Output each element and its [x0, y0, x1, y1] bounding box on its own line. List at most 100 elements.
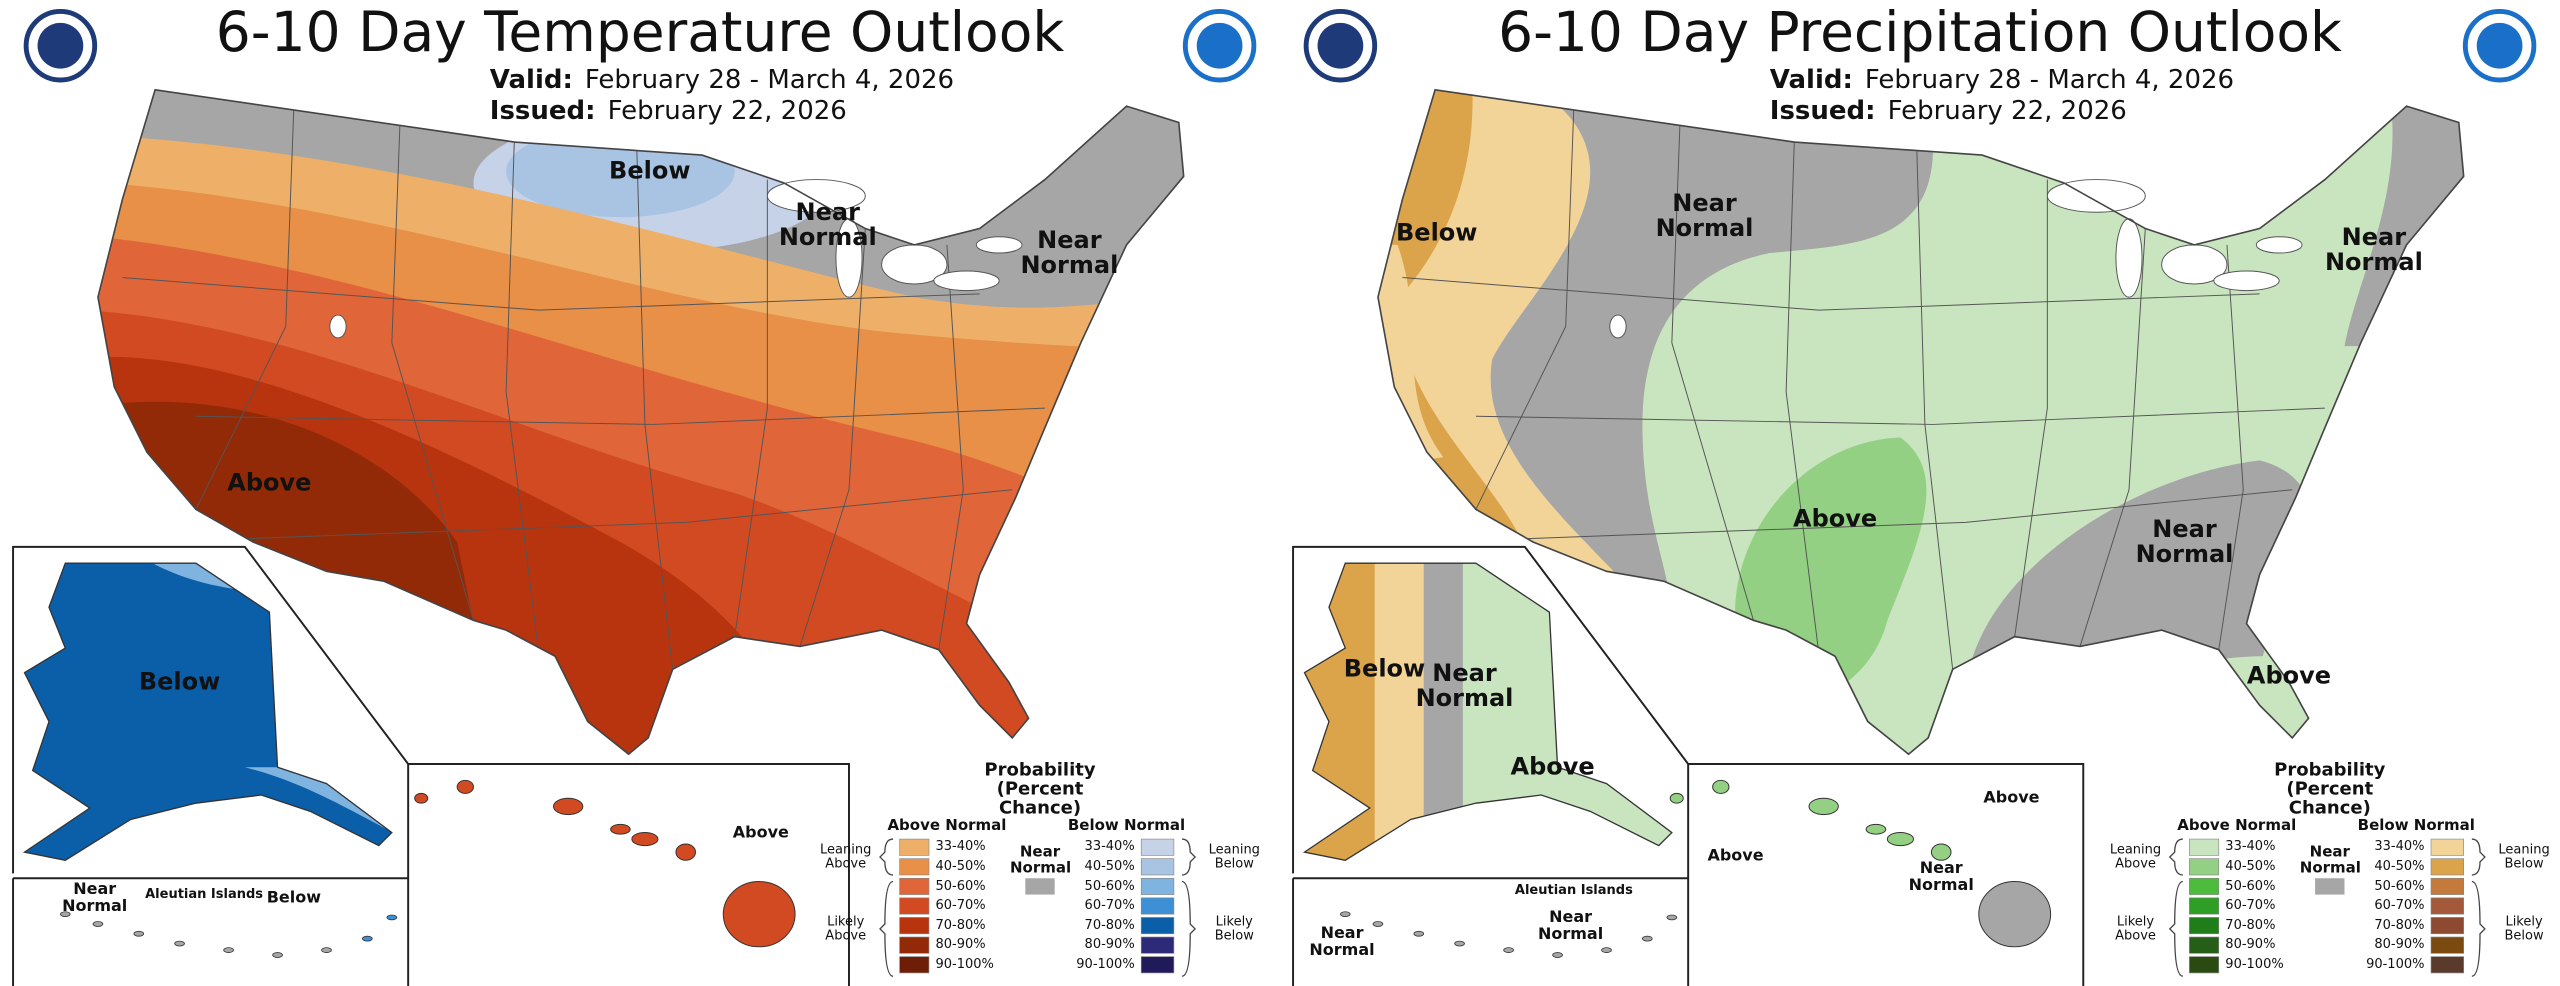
legend-swatch — [2430, 956, 2464, 974]
legend-heading: Above Normal — [887, 816, 1007, 835]
lake — [2255, 236, 2303, 254]
legend-label: 40-50% — [935, 859, 986, 875]
legend-swatch — [2315, 878, 2345, 895]
legend-label: 60-70% — [2225, 898, 2276, 914]
hawaii-island — [1930, 843, 1952, 861]
aleutian-island — [133, 930, 145, 937]
state-line — [122, 277, 980, 311]
legend-label: 90-100% — [2366, 957, 2425, 973]
alaska-outline — [22, 562, 393, 861]
legend-swatch — [1140, 897, 1175, 915]
alaska-label: Above — [1510, 752, 1595, 781]
legend-label: 80-90% — [2225, 937, 2276, 953]
state-line — [1671, 122, 1754, 621]
precipitation-map — [1292, 8, 2537, 986]
legend-label: 70-80% — [2374, 917, 2425, 933]
lake — [2115, 218, 2143, 298]
legend-bracket — [879, 838, 894, 876]
title: 6-10 Day Temperature Outlook — [215, 0, 1065, 64]
issued-label: Issued: — [489, 96, 596, 127]
title: 6-10 Day Precipitation Outlook — [1498, 0, 2342, 64]
legend-bracket — [2471, 838, 2486, 876]
legend-swatch — [1140, 838, 1175, 856]
legend-title: Probability (Percent Chance) — [2274, 759, 2386, 819]
legend-title: Probability (Percent Chance) — [984, 759, 1096, 819]
aleutian-label: Near Normal — [1309, 923, 1375, 960]
legend-label: 33-40% — [2374, 839, 2425, 855]
alaska — [24, 563, 392, 861]
map-label: Below — [1396, 218, 1478, 247]
state-line — [1475, 407, 2325, 425]
legend-swatch — [1140, 936, 1175, 954]
hawaii-island — [552, 797, 584, 816]
alaska-outline — [1302, 562, 1673, 861]
legend-label: 40-50% — [2225, 859, 2276, 875]
lake — [2213, 270, 2280, 292]
legend-label: 80-90% — [1084, 937, 1135, 953]
valid-label: Valid: — [489, 65, 573, 95]
legend-label: 33-40% — [935, 839, 986, 855]
lake — [329, 314, 347, 339]
legend-bracket — [879, 880, 894, 977]
hawaii-island — [675, 843, 697, 861]
state-line — [1402, 277, 2260, 311]
state-line — [391, 122, 474, 621]
aleutian-island — [1503, 947, 1514, 953]
state-line — [2079, 228, 2146, 647]
hawaii-label: Near Normal — [1908, 857, 1974, 894]
map-label: Above — [227, 468, 312, 497]
legend-group: Likely Above — [825, 914, 867, 943]
valid-date: February 28 - March 4, 2026 — [584, 65, 955, 95]
legend-swatch — [2189, 838, 2220, 856]
outlook-region — [1377, 89, 1659, 621]
legend-swatch — [2189, 936, 2220, 954]
hawaii-island — [1808, 797, 1839, 816]
legend-swatch — [2189, 956, 2220, 974]
outlook-region — [1304, 563, 1375, 861]
legend-label: 33-40% — [2225, 839, 2276, 855]
aleutian-island — [92, 921, 104, 927]
conus-outline — [1377, 88, 2465, 756]
aleutian-island — [1666, 914, 1678, 921]
legend-label: 80-90% — [935, 937, 986, 953]
hawaii-label: Above — [1707, 845, 1764, 865]
legend-label: 90-100% — [2225, 957, 2284, 973]
state-line — [195, 106, 295, 510]
hawaii-island — [610, 823, 631, 835]
legend-label: 70-80% — [1084, 917, 1135, 933]
temperature-panel: 6-10 Day Temperature Outlook Valid: Februa… — [12, 0, 1260, 986]
aleutian-island — [223, 947, 234, 953]
legend-group: Leaning Above — [820, 842, 872, 872]
legend-group: Likely Below — [1214, 914, 1254, 943]
hawaii-island — [722, 881, 796, 948]
legend-swatch — [2430, 877, 2464, 895]
map-label: Near Normal — [778, 198, 877, 252]
legend-label: 70-80% — [2225, 917, 2276, 933]
lake — [2046, 179, 2146, 213]
seal-center — [2476, 22, 2523, 69]
legend-bracket — [2168, 880, 2184, 977]
aleutian-island — [1642, 935, 1653, 942]
state-line — [2014, 179, 2048, 637]
state-line — [734, 179, 768, 637]
legend-group: Leaning Below — [2498, 842, 2550, 872]
legend-group: Leaning Below — [1208, 842, 1260, 872]
legend-label: 90-100% — [935, 957, 994, 973]
legend-swatch — [1140, 877, 1175, 895]
aleutian-island — [1552, 952, 1563, 958]
aleutian-island — [1340, 911, 1351, 918]
inset-frame — [1292, 545, 2085, 986]
legend-label: 90-100% — [1076, 957, 1135, 973]
issued-line: Issued: February 22, 2026 — [490, 96, 847, 126]
alaska-label: Below — [1343, 654, 1426, 683]
seal-center — [1317, 22, 1364, 69]
map-label: Near Normal — [2324, 222, 2423, 276]
state-line — [195, 407, 1045, 425]
valid-label: Valid: — [1769, 65, 1853, 95]
legend-swatch — [2430, 897, 2464, 915]
outlook-region — [24, 563, 392, 861]
map-label: Near Normal — [2135, 514, 2234, 569]
aleutian-label: Near Normal — [62, 879, 128, 915]
issued-label: Issued: — [1769, 96, 1876, 127]
map-label: Below — [609, 156, 691, 185]
